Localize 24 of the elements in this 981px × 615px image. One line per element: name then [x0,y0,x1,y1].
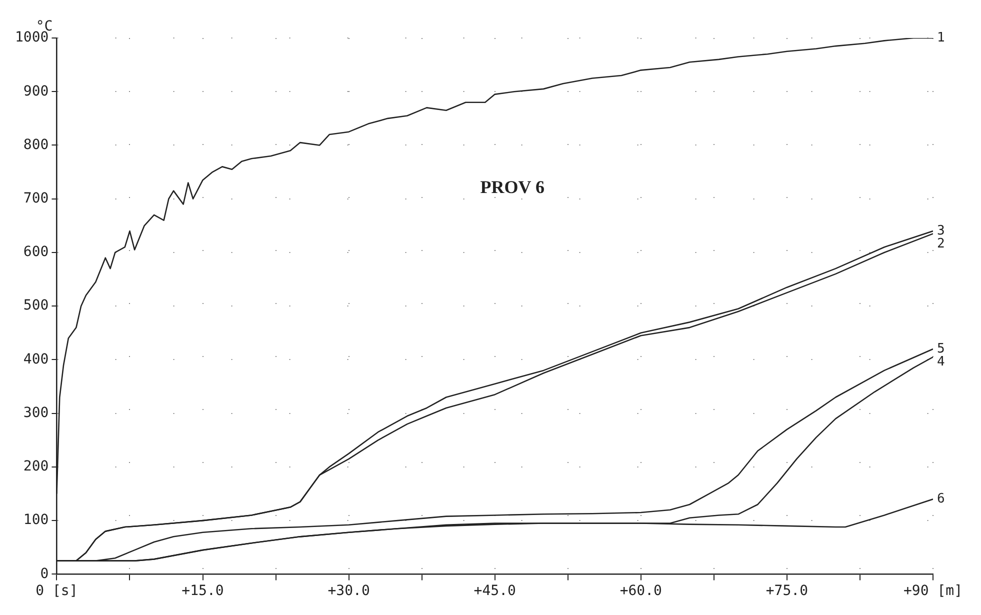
x-tick-label: 0 [s] [36,583,78,600]
y-tick-label: 600 [23,244,49,260]
series-label: 4 [937,354,945,370]
x-tick-label: +75.0 [766,583,808,600]
y-tick-label: 800 [23,136,49,153]
y-tick-label: 900 [23,83,49,100]
x-tick-label: +30.0 [328,583,370,600]
x-tick-label: +90 [m] [903,583,963,600]
y-tick-label: 300 [23,404,49,421]
series-label: 5 [937,341,945,356]
y-tick-label: 0 [40,566,49,582]
y-tick-label: 500 [23,298,49,314]
series-label: 6 [937,492,945,507]
series-label: 1 [937,30,945,46]
y-tick-label: 200 [23,458,49,475]
y-tick-label: 100 [23,512,49,528]
annotation: PROV 6 [480,176,544,197]
series-label: 3 [937,223,945,238]
series-label: 2 [937,236,945,252]
x-tick-label: +45.0 [474,583,516,600]
x-tick-label: +15.0 [182,583,224,600]
y-tick-label: 400 [23,351,49,368]
y-tick-label: 700 [23,190,49,206]
x-tick-label: +60.0 [620,583,662,600]
